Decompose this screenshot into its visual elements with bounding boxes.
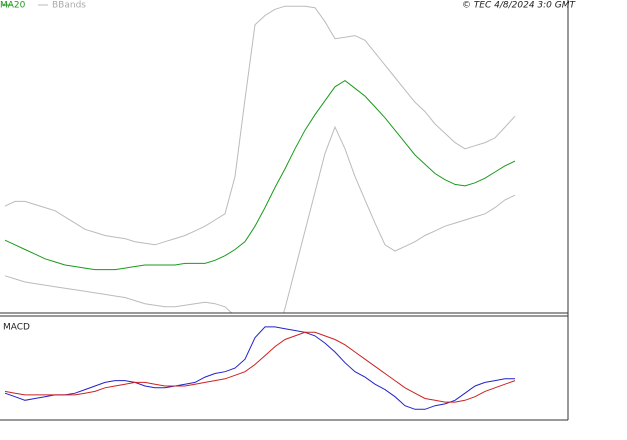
panel-title: MACD: [3, 323, 30, 333]
ma-line: [4, 79, 516, 271]
legend-label: MA20: [0, 1, 26, 11]
bband-lower: [4, 125, 516, 313]
macd-line: [4, 331, 516, 403]
source: © TEC 4/8/2024 3:0 GMT: [462, 1, 577, 11]
bband-upper: [4, 5, 516, 246]
legend-label: BBands: [52, 1, 86, 11]
macd-line: [4, 326, 515, 410]
